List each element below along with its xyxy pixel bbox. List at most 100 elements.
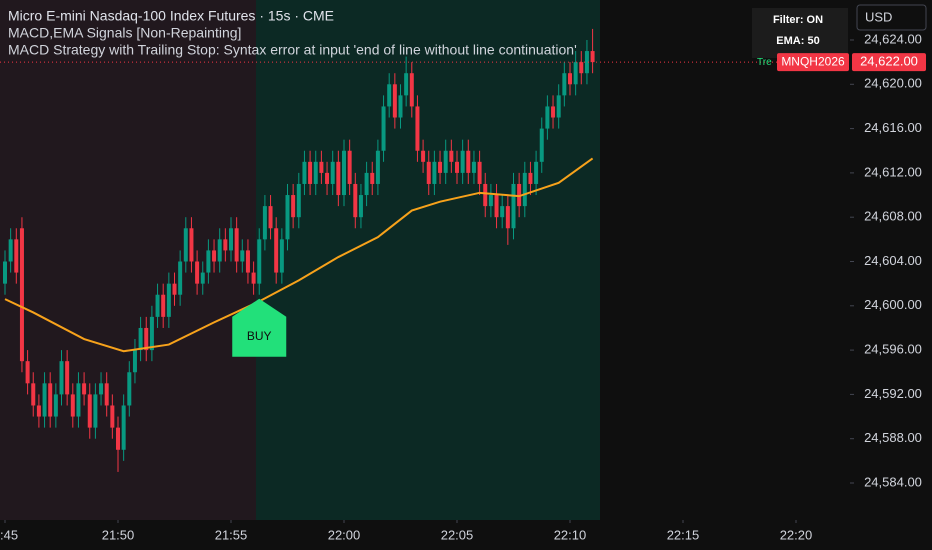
status-box (752, 8, 848, 58)
candle-body (466, 150, 471, 173)
candle-body (206, 250, 211, 273)
candle-body (460, 150, 465, 173)
candle-body (511, 183, 516, 229)
y-tick-label: 24,588.00 (864, 430, 922, 445)
y-tick-label: 24,624.00 (864, 31, 922, 46)
candle-body (93, 394, 98, 428)
candle-body (500, 206, 505, 218)
candle-body (99, 383, 104, 395)
candle-body (325, 172, 330, 184)
candle-body (358, 195, 363, 218)
candle-body (268, 206, 273, 229)
currency-button[interactable] (856, 4, 927, 31)
status-filter: Filter: ON (773, 14, 823, 26)
y-tick-label: 24,600.00 (864, 297, 922, 312)
status-ema: EMA: 50 (776, 35, 819, 47)
x-tick-label: 22:00 (328, 527, 361, 542)
candle-body (330, 161, 335, 184)
candle-body (166, 283, 171, 317)
plot-area: BUY (3, 28, 595, 472)
price-tag (852, 53, 926, 72)
y-tick-label: 24,612.00 (864, 164, 922, 179)
candle-body (223, 239, 228, 251)
candle-body (488, 195, 493, 207)
candle-body (200, 272, 205, 284)
session-zone-green (256, 0, 600, 520)
candle-body (234, 228, 239, 262)
candle-body (370, 172, 375, 184)
candle-body (364, 172, 369, 196)
candle-body (161, 294, 166, 317)
buy-signal (232, 298, 287, 357)
candle-body (212, 250, 217, 262)
candle-body (539, 128, 544, 162)
candle-body (59, 361, 64, 395)
candle-body (313, 161, 318, 184)
candle-body (279, 239, 284, 273)
candle-body (556, 95, 561, 118)
x-tick-label: 22:20 (780, 527, 813, 542)
candle-body (415, 106, 420, 151)
symbol-tag-label: MNQH2026 (781, 54, 845, 68)
currency-label: USD (865, 9, 892, 24)
candle-body (477, 161, 482, 184)
candle-body (115, 427, 120, 450)
x-tick-label: 22:10 (554, 527, 587, 542)
y-tick-label: 24,596.00 (864, 342, 922, 357)
candle-body (53, 394, 58, 417)
chart-title: Micro E-mini Nasdaq-100 Index Futures · … (8, 8, 334, 24)
candle-body (110, 405, 115, 428)
candle-body (590, 51, 595, 63)
ema-line (4, 157, 594, 353)
candle-body (245, 250, 250, 273)
candle-body (144, 327, 149, 351)
candle-body (567, 73, 572, 85)
candle-body (149, 316, 154, 351)
candle-body (296, 183, 301, 218)
candle-body (25, 361, 30, 384)
candle-body (398, 95, 403, 118)
candle-body (65, 361, 70, 395)
candle-body (172, 283, 177, 295)
candle-body (195, 261, 200, 284)
candle-body (36, 405, 41, 417)
session-zone-red (0, 0, 256, 520)
candle-body (522, 172, 527, 207)
candle-body (274, 228, 279, 273)
candle-body (449, 150, 454, 162)
candle-body (82, 383, 87, 395)
candle-body (87, 394, 92, 428)
candle-body (3, 261, 8, 284)
candle-body (471, 161, 476, 173)
x-tick-label: :45 (0, 527, 18, 542)
candle-body (505, 206, 510, 229)
candle-body (127, 372, 132, 406)
candle-body (421, 150, 426, 162)
buy-signal-label: BUY (247, 329, 272, 343)
y-tick-label: 24,584.00 (864, 474, 922, 489)
candle-body (579, 62, 584, 74)
y-tick-label: 24,616.00 (864, 120, 922, 135)
candle-body (381, 106, 386, 151)
candle-body (534, 161, 539, 184)
x-tick-label: 21:55 (215, 527, 248, 542)
candle-body (347, 150, 352, 184)
candle-body (483, 183, 488, 207)
candle-body (240, 250, 245, 262)
candle-body (517, 183, 522, 207)
y-tick-label: 24,620.00 (864, 76, 922, 91)
candle-body (584, 51, 589, 74)
candle-body (562, 73, 567, 96)
indicator-label: MACD,EMA Signals [Non-Repainting] (8, 25, 241, 41)
candle-body (573, 62, 578, 85)
candle-body (375, 150, 380, 184)
candle-body (285, 195, 290, 240)
candle-body (217, 239, 222, 262)
candle-body (302, 161, 307, 184)
candle-body (183, 228, 188, 262)
indicator-label: MACD Strategy with Trailing Stop: Syntax… (8, 42, 577, 58)
candle-body (494, 195, 499, 218)
candle-body (132, 350, 137, 373)
x-tick-label: 22:05 (441, 527, 474, 542)
